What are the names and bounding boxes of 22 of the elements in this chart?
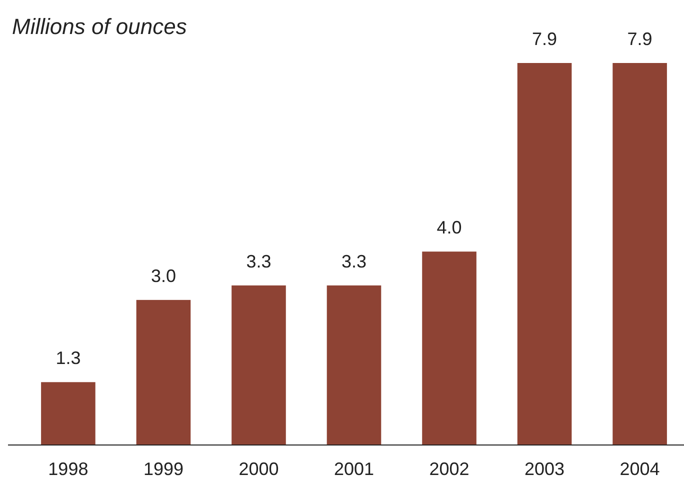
data-label: 4.0 [436,218,462,238]
bar [136,300,191,445]
x-tick-label: 2002 [429,459,470,478]
data-label: 3.0 [150,266,176,286]
chart-title: Millions of ounces [12,14,187,39]
x-tick-label: 2003 [524,459,565,478]
bar [422,252,476,445]
x-tick-label: 2000 [238,459,279,478]
bar [612,63,667,445]
data-label: 3.3 [341,251,367,272]
x-tick-label: 2001 [334,459,374,478]
data-label: 3.3 [246,251,272,272]
data-label: 1.3 [56,348,81,368]
x-tick-label: 2004 [620,459,660,478]
bar [517,63,572,445]
bar [41,382,96,445]
bar [326,285,382,445]
x-tick-label: 1999 [143,459,184,478]
data-label: 7.9 [532,29,558,49]
x-tick-label: 1998 [48,459,88,478]
data-label: 7.9 [627,29,652,49]
bar [232,285,286,445]
